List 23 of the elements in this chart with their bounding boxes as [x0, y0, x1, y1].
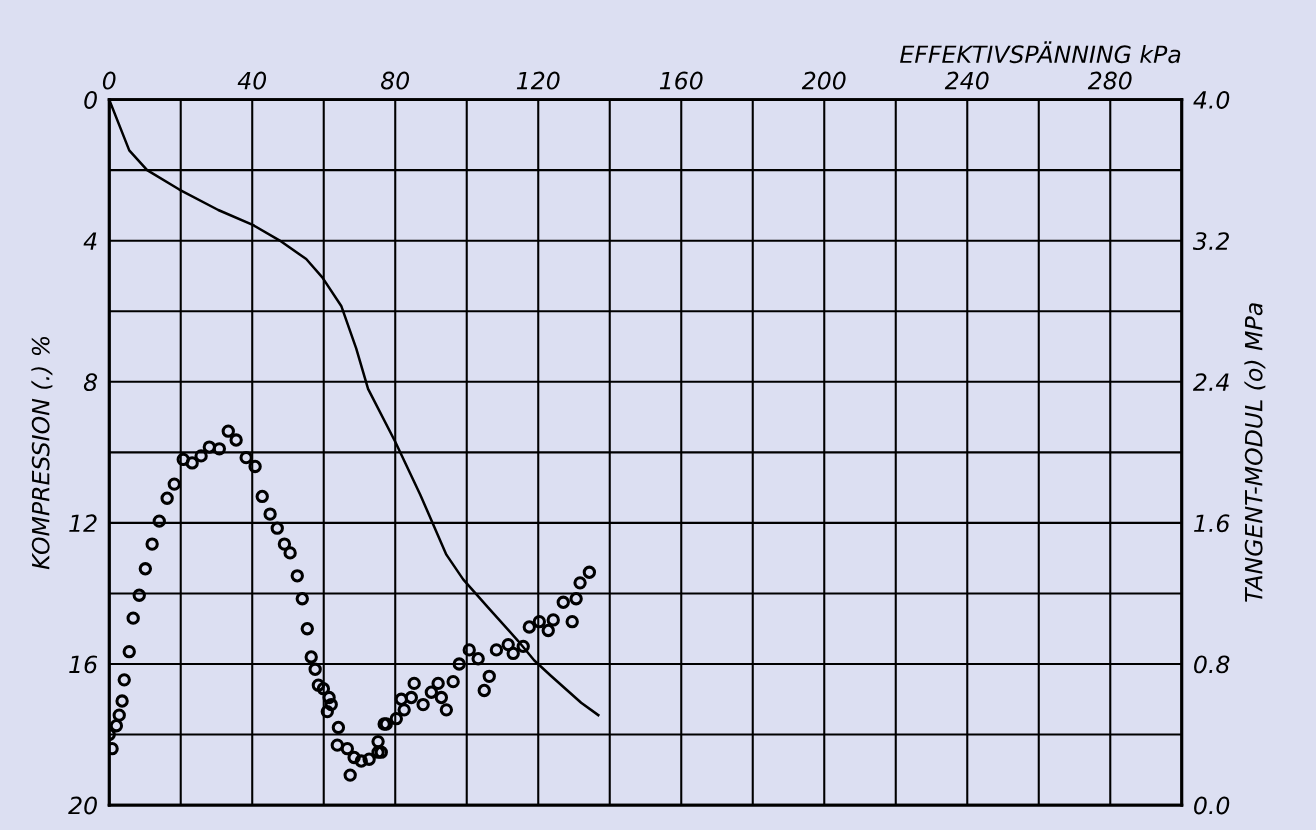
- y-tick-label: 4: [83, 232, 97, 250]
- y2-tick-label: 4.0: [1193, 91, 1230, 109]
- x-tick-label: 80: [381, 71, 410, 90]
- y2-tick-label: 0.0: [1194, 796, 1230, 815]
- x-tick-label: 280: [1087, 71, 1132, 90]
- x-tick-label: 120: [516, 71, 560, 90]
- x-tick-label: 200: [801, 71, 846, 90]
- y-tick-label: 8: [83, 373, 98, 392]
- y2-axis-title: TANGENT-MODUL (o) MPa: [1244, 303, 1266, 602]
- x-axis-title: EFFEKTIVSPÄNNING kPa: [900, 41, 1181, 64]
- y2-tick-label: 3.2: [1192, 232, 1229, 251]
- y-axis-title: KOMPRESSION (.) %: [31, 336, 53, 570]
- x-tick-label: 0: [102, 71, 116, 90]
- y2-tick-label: 0.8: [1194, 655, 1230, 674]
- x-tick-label: 240: [944, 71, 989, 90]
- y-tick-label: 12: [69, 514, 97, 532]
- x-tick-label: 40: [237, 71, 267, 90]
- y2-tick-label: 1.6: [1194, 514, 1230, 533]
- y2-tick-label: 2.4: [1192, 373, 1229, 391]
- y-tick-label: 16: [69, 655, 98, 674]
- x-tick-label: 160: [659, 71, 703, 90]
- y-tick-label: 20: [68, 796, 97, 815]
- y-tick-label: 0: [84, 91, 97, 109]
